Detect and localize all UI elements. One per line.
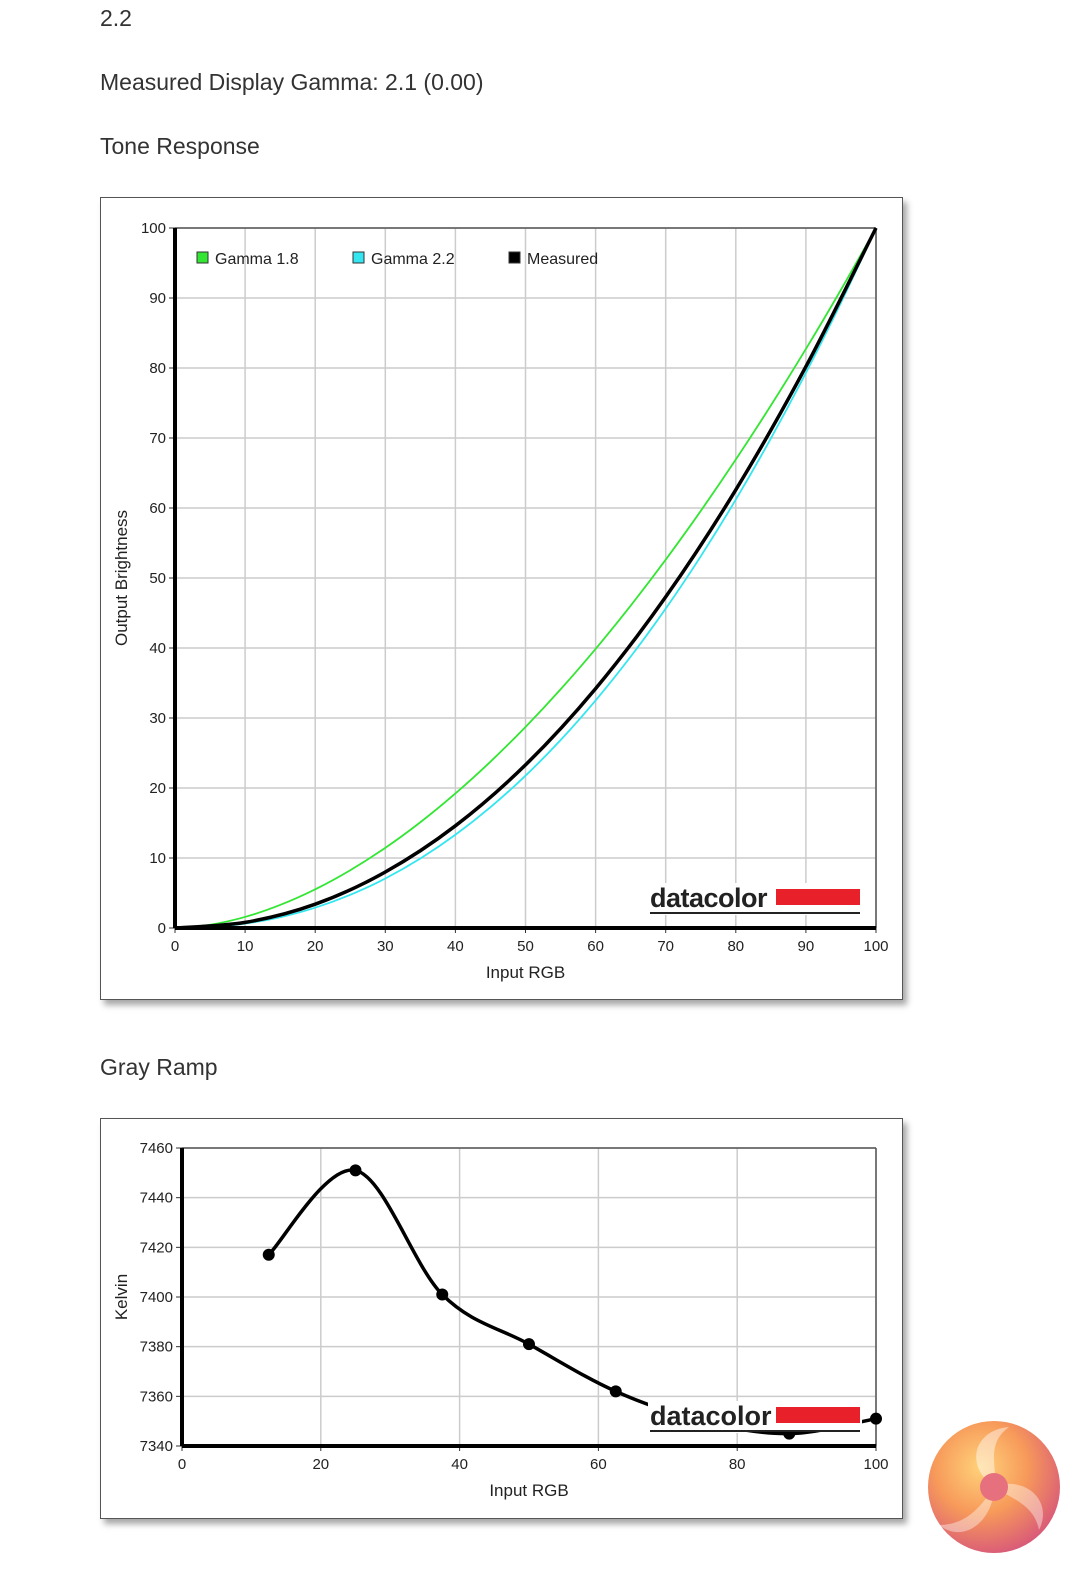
- y-tick-label: 7460: [140, 1140, 173, 1157]
- legend-label: Gamma 2.2: [371, 251, 455, 268]
- x-axis-label: Input RGB: [486, 963, 565, 982]
- legend-swatch: [508, 251, 521, 264]
- x-tick-label: 20: [312, 1456, 329, 1473]
- x-tick-label: 100: [863, 1456, 888, 1473]
- series-line-gamma-2.2: [174, 227, 877, 929]
- legend-label: Measured: [527, 251, 598, 268]
- top-value: 2.2: [100, 5, 132, 31]
- data-point: [262, 1248, 275, 1261]
- legend-swatch: [196, 251, 209, 264]
- x-tick-label: 90: [798, 938, 815, 955]
- tone-response-chart: 0 10 20 30 40 50 60 70 80 90 100 0 10 20 30 40 50 60 70 80 9…: [100, 197, 903, 1000]
- x-tick-label: 30: [377, 938, 394, 955]
- y-tick-label: 7440: [140, 1190, 173, 1207]
- data-point: [523, 1338, 535, 1351]
- x-tick-label: 10: [237, 938, 254, 955]
- data-point: [609, 1385, 622, 1398]
- site-logo: [928, 1421, 1060, 1553]
- x-tick-label: 60: [587, 938, 604, 955]
- y-tick-label: 0: [158, 920, 166, 937]
- y-tick-label: 50: [149, 570, 166, 587]
- datacolor-watermark: datacolor: [650, 1401, 772, 1431]
- data-point: [870, 1412, 882, 1425]
- legend-label: Gamma 1.8: [215, 251, 299, 268]
- series-line-gamma-1.8: [174, 227, 877, 929]
- x-tick-label: 60: [590, 1456, 607, 1473]
- x-tick-label: 20: [307, 938, 324, 955]
- y-tick-label: 70: [149, 430, 166, 447]
- x-tick-label: 0: [178, 1456, 186, 1473]
- gray-ramp-svg: 7340 7360 7380 7400 7420 7440 7460 0 20 40 60 80 100…: [112, 1140, 889, 1500]
- data-point: [436, 1288, 449, 1301]
- y-tick-label: 40: [149, 640, 166, 657]
- gray-ramp-chart: 7340 7360 7380 7400 7420 7440 7460 0 20 40 60 80 100…: [100, 1118, 903, 1519]
- y-tick-label: 80: [149, 360, 166, 377]
- x-tick-label: 70: [657, 938, 674, 955]
- y-tick-label: 7420: [140, 1239, 173, 1256]
- x-tick-label: 40: [447, 938, 464, 955]
- y-tick-label: 7380: [140, 1339, 173, 1356]
- y-tick-label: 90: [149, 290, 166, 307]
- y-tick-label: 60: [149, 500, 166, 517]
- y-tick-label: 7400: [140, 1289, 173, 1306]
- legend-swatch: [352, 251, 365, 264]
- y-tick-label: 10: [149, 850, 166, 867]
- datacolor-red-bar: [776, 1407, 860, 1423]
- x-tick-label: 80: [727, 938, 744, 955]
- x-tick-label: 100: [863, 938, 888, 955]
- series-line-kelvin: [267, 1168, 877, 1436]
- tone-response-title: Tone Response: [100, 133, 260, 159]
- series-line-measured: [174, 227, 878, 930]
- x-axis-label: Input RGB: [489, 1481, 568, 1500]
- x-tick-label: 50: [517, 938, 534, 955]
- x-tick-label: 0: [171, 938, 179, 955]
- data-point: [349, 1164, 362, 1177]
- y-tick-label: 30: [149, 710, 166, 727]
- measured-gamma: Measured Display Gamma: 2.1 (0.00): [100, 69, 484, 95]
- y-tick-label: 7360: [140, 1388, 173, 1405]
- y-tick-label: 100: [141, 220, 166, 237]
- gray-ramp-title: Gray Ramp: [100, 1054, 218, 1080]
- tone-response-svg: 0 10 20 30 40 50 60 70 80 90 100 0 10 20 30 40 50 60 70 80 9…: [112, 220, 889, 982]
- y-axis-label: Kelvin: [112, 1274, 131, 1320]
- x-tick-label: 40: [451, 1456, 468, 1473]
- y-tick-label: 7340: [140, 1438, 173, 1455]
- y-axis-label: Output Brightness: [112, 510, 131, 646]
- y-tick-label: 20: [149, 780, 166, 797]
- datacolor-watermark: datacolor: [650, 883, 768, 913]
- x-tick-label: 80: [729, 1456, 746, 1473]
- datacolor-red-bar: [776, 889, 860, 905]
